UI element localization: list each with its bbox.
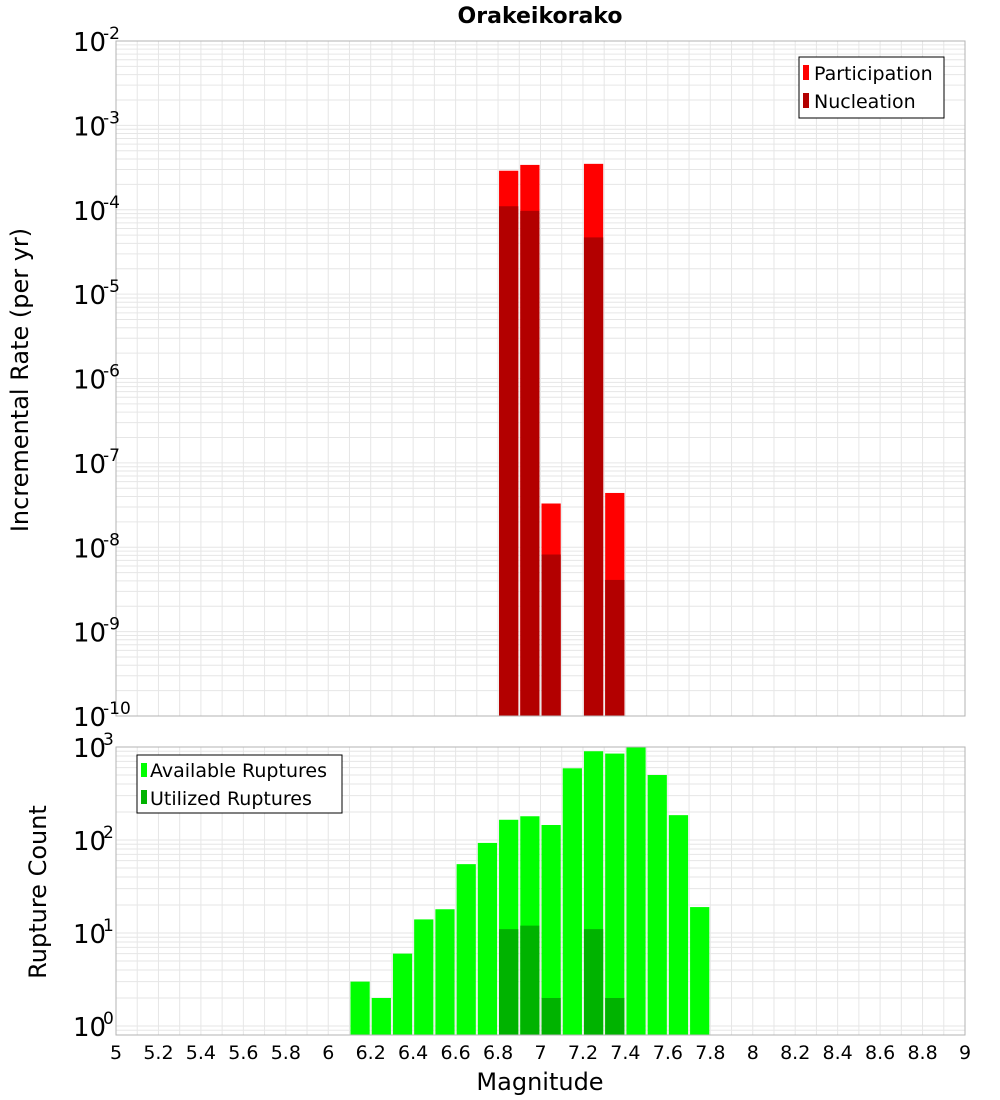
bar-available-ruptures	[392, 953, 413, 1035]
x-tick-label: 5.8	[271, 1042, 301, 1064]
y-tick-exponent: -8	[103, 530, 120, 550]
x-tick-label: 7.8	[695, 1042, 725, 1064]
x-tick-label: 7	[534, 1042, 546, 1064]
top-y-axis-label: Incremental Rate (per yr)	[6, 228, 34, 532]
y-tick-label: 10	[73, 197, 106, 227]
y-tick-label: 10	[73, 28, 106, 58]
bar-nucleation	[583, 237, 604, 716]
x-tick-label: 7.6	[653, 1042, 683, 1064]
y-tick-exponent: -5	[103, 277, 120, 297]
bar-available-ruptures	[562, 768, 582, 1035]
top-legend-box	[798, 56, 945, 119]
x-tick-label: 7.2	[568, 1042, 598, 1064]
bar-available-ruptures	[647, 774, 667, 1035]
y-tick-exponent: -4	[103, 193, 120, 213]
bar-nucleation	[520, 210, 540, 716]
x-tick-label: 6.4	[398, 1042, 428, 1064]
y-tick-label: 10	[73, 619, 106, 649]
legend-label-available-ruptures: Available Ruptures	[150, 760, 327, 782]
bar-available-ruptures	[350, 981, 370, 1035]
bar-available-ruptures	[668, 815, 689, 1035]
bar-available-ruptures	[626, 747, 646, 1035]
bar-available-ruptures	[435, 909, 455, 1035]
x-tick-label: 8.8	[907, 1042, 937, 1064]
legend-label-nucleation: Nucleation	[814, 91, 916, 113]
bar-utilized-ruptures	[541, 997, 561, 1035]
legend-label-participation: Participation	[814, 63, 933, 85]
bar-available-ruptures	[605, 753, 625, 1035]
bar-utilized-ruptures	[605, 997, 625, 1035]
bottom-legend: Available Ruptures Utilized Ruptures	[136, 754, 343, 814]
x-tick-label: 5	[110, 1042, 122, 1064]
y-tick-label: 10	[73, 827, 106, 857]
bar-available-ruptures	[371, 997, 391, 1035]
bottom-y-axis-label: Rupture Count	[24, 805, 52, 979]
bar-available-ruptures	[477, 842, 498, 1035]
x-tick-label: 5.2	[143, 1042, 173, 1064]
y-tick-exponent: -3	[103, 108, 120, 128]
x-tick-label: 5.4	[186, 1042, 216, 1064]
x-tick-label: 7.4	[610, 1042, 640, 1064]
legend-swatch-nucleation	[803, 93, 809, 108]
bar-available-ruptures	[541, 824, 561, 1035]
y-tick-label: 10	[73, 366, 106, 396]
y-tick-exponent: 2	[103, 823, 114, 843]
legend-swatch-participation	[803, 65, 809, 80]
top-grid	[115, 41, 966, 717]
chart-title: Orakeikorako	[458, 4, 623, 29]
x-tick-labels: 5 5.2 5.4 5.6 5.8 6 6.2 6.4 6.6 6.8 7 7.2 7.4 7.6 7.8 8…	[110, 1042, 971, 1064]
top-bars	[499, 163, 625, 717]
y-tick-label: 10	[73, 734, 106, 764]
bar-utilized-ruptures	[520, 925, 540, 1035]
legend-swatch-utilized-ruptures	[141, 790, 147, 804]
x-tick-label: 9	[959, 1042, 971, 1064]
bottom-plot-frame	[115, 746, 966, 1036]
x-tick-label: 8.4	[823, 1042, 853, 1064]
bar-available-ruptures	[456, 864, 476, 1035]
x-tick-label: 6	[322, 1042, 334, 1064]
bar-utilized-ruptures	[583, 929, 604, 1035]
y-tick-exponent: 1	[103, 916, 114, 936]
y-tick-exponent: -10	[103, 699, 131, 719]
y-tick-exponent: -2	[103, 24, 120, 44]
y-tick-label: 10	[73, 920, 106, 950]
bottom-bars	[350, 747, 710, 1035]
top-plot-frame	[115, 40, 966, 717]
y-tick-exponent: -7	[103, 446, 120, 466]
x-tick-label: 6.2	[356, 1042, 386, 1064]
bar-utilized-ruptures	[499, 929, 519, 1035]
y-tick-label: 10	[73, 703, 106, 733]
y-tick-exponent: -6	[103, 362, 120, 382]
y-tick-exponent: 0	[103, 1009, 114, 1029]
bar-nucleation	[499, 206, 519, 716]
x-tick-label: 8.6	[865, 1042, 895, 1064]
bottom-legend-box	[136, 754, 343, 814]
x-tick-label: 6.8	[483, 1042, 513, 1064]
y-tick-label: 10	[73, 112, 106, 142]
legend-swatch-available-ruptures	[141, 763, 147, 777]
x-axis-label: Magnitude	[476, 1068, 603, 1096]
legend-label-utilized-ruptures: Utilized Ruptures	[150, 788, 312, 810]
bar-nucleation	[541, 554, 561, 716]
y-tick-exponent: -9	[103, 615, 120, 635]
y-tick-label: 10	[73, 450, 106, 480]
y-tick-label: 10	[73, 534, 106, 564]
x-tick-label: 5.6	[228, 1042, 258, 1064]
y-tick-label: 10	[73, 281, 106, 311]
top-legend: Participation Nucleation	[798, 56, 945, 119]
x-tick-label: 8.2	[780, 1042, 810, 1064]
x-tick-label: 8	[747, 1042, 759, 1064]
x-tick-label: 6.6	[440, 1042, 470, 1064]
bar-nucleation	[605, 579, 625, 716]
bar-available-ruptures	[690, 907, 710, 1035]
y-tick-label: 10	[73, 1013, 106, 1043]
y-tick-exponent: 3	[103, 730, 114, 750]
bar-available-ruptures	[414, 919, 434, 1035]
